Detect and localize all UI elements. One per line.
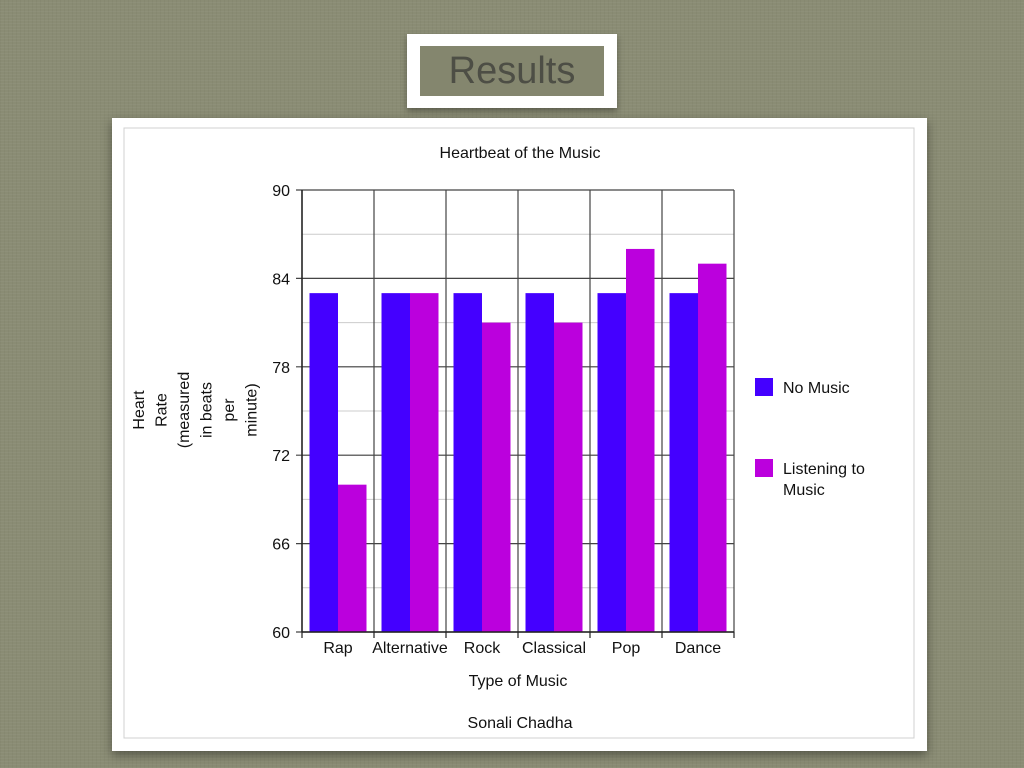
legend-label: Music	[783, 482, 825, 499]
x-tick-label: Classical	[522, 640, 586, 657]
bar-listening-rap	[338, 484, 367, 632]
y-tick-label: 60	[272, 625, 290, 642]
label-layer: Heartbeat of the Music 60 66 72 78 84 90 Rap Alt…	[131, 145, 721, 732]
chart-footer: Sonali Chadha	[468, 715, 573, 732]
bar-no-music-rap	[309, 293, 338, 632]
y-tick-label: 66	[272, 537, 290, 554]
bar-no-music-pop	[597, 293, 626, 632]
legend-label: Listening to	[783, 461, 865, 478]
bar-listening-pop	[626, 248, 655, 632]
y-tick-label: 72	[272, 448, 290, 465]
legend-swatch-no-music	[755, 378, 773, 396]
x-tick-label: Pop	[612, 640, 641, 657]
x-tick-label: Alternative	[372, 640, 448, 657]
y-axis-label-line: minute)	[244, 383, 261, 436]
bar-no-music-classical	[525, 293, 554, 632]
legend-label: No Music	[783, 380, 850, 397]
y-axis-label-line: (measured	[176, 372, 193, 448]
x-axis-label: Type of Music	[469, 673, 568, 690]
y-axis-label-line: Rate	[154, 393, 171, 427]
bar-no-music-alternative	[381, 293, 410, 632]
bar-no-music-dance	[669, 293, 698, 632]
bar-listening-rock	[482, 322, 511, 632]
bar-layer	[309, 248, 727, 632]
bar-listening-classical	[554, 322, 583, 632]
y-tick-label: 78	[272, 360, 290, 377]
legend-swatch-listening	[755, 459, 773, 477]
y-axis-label-line: in beats	[199, 382, 216, 438]
y-axis-label-line: Heart	[131, 390, 148, 430]
chart-inner-border	[123, 127, 915, 739]
y-axis-label-line: per	[221, 398, 238, 422]
chart-title: Heartbeat of the Music	[440, 145, 601, 162]
bar-chart: Heartbeat of the Music 60 66 72 78 84 90 Rap Alt…	[123, 127, 915, 739]
y-tick-label: 84	[272, 271, 290, 288]
y-tick-label: 90	[272, 183, 290, 200]
x-tick-label: Rap	[323, 640, 352, 657]
slide-title: Results	[420, 46, 604, 96]
bar-listening-dance	[698, 263, 727, 632]
legend: No Music Listening to Music	[755, 378, 865, 499]
x-tick-label: Rock	[464, 640, 501, 657]
bar-listening-alternative	[410, 293, 439, 632]
slide-title-frame: Results	[407, 34, 617, 108]
axis-layer	[301, 190, 735, 638]
x-tick-label: Dance	[675, 640, 721, 657]
chart-panel: Heartbeat of the Music 60 66 72 78 84 90 Rap Alt…	[112, 118, 927, 751]
bar-no-music-rock	[453, 293, 482, 632]
